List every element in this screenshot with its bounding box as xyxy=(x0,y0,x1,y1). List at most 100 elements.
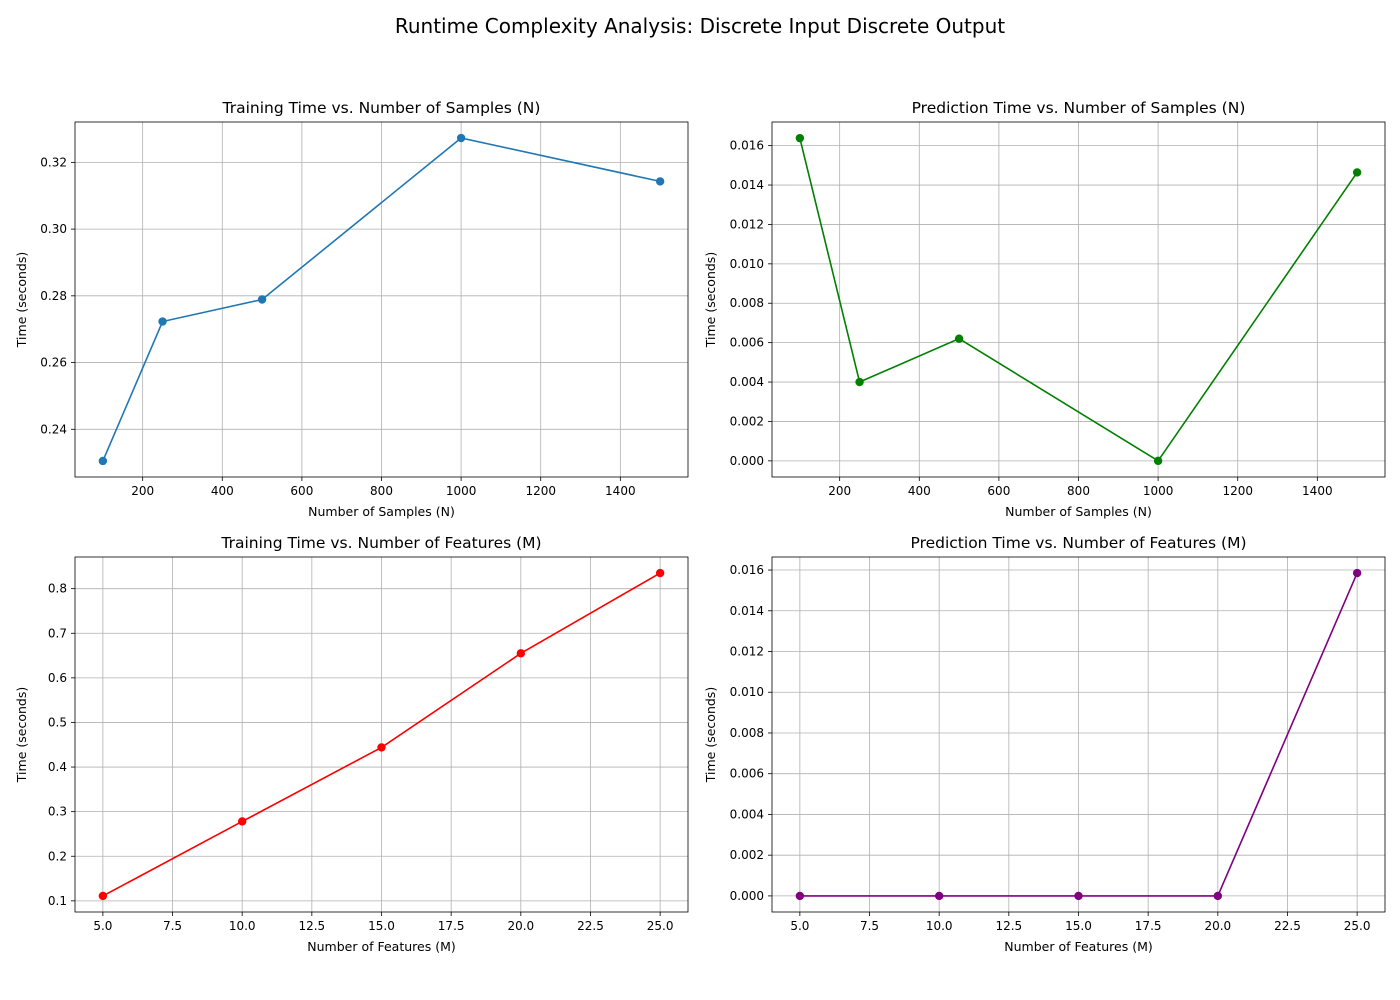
x-tick-label: 15.0 xyxy=(1065,919,1092,933)
x-tick-label: 1200 xyxy=(525,484,556,498)
panel-training-vs-features: 5.0 7.5 10.0 12.5 15.0 17.5 20.0 22.5 25.0 0.1 0.2… xyxy=(14,534,689,954)
y-tick-label: 0.2 xyxy=(48,849,67,863)
x-tick-label: 600 xyxy=(290,484,313,498)
x-tick-label: 22.5 xyxy=(1274,919,1301,933)
x-tick-label: 25.0 xyxy=(647,919,674,933)
y-tick-label: 0.1 xyxy=(48,894,67,908)
y-tick-label: 0.010 xyxy=(730,685,764,699)
x-tick-label: 1000 xyxy=(446,484,477,498)
y-axis-label: Time (seconds) xyxy=(14,687,29,783)
y-tick-label: 0.24 xyxy=(40,422,67,436)
data-point xyxy=(1153,456,1163,466)
y-tick-label: 0.6 xyxy=(48,671,67,685)
y-tick-label: 0.3 xyxy=(48,805,67,819)
y-axis-label: Time (seconds) xyxy=(703,252,718,348)
data-point xyxy=(795,891,805,901)
x-tick-label: 800 xyxy=(370,484,393,498)
x-tick-label: 12.5 xyxy=(298,919,325,933)
data-point xyxy=(98,891,108,901)
y-tick-label: 0.4 xyxy=(48,760,67,774)
x-tick-label: 15.0 xyxy=(368,919,395,933)
x-tick-label: 22.5 xyxy=(577,919,604,933)
x-tick-label: 600 xyxy=(987,484,1010,498)
y-axis-label: Time (seconds) xyxy=(14,252,29,348)
y-tick-label: 0.002 xyxy=(730,848,764,862)
subplot-title: Prediction Time vs. Number of Features (… xyxy=(911,534,1247,552)
y-tick-label: 0.010 xyxy=(730,257,764,271)
x-axis-label: Number of Features (M) xyxy=(307,939,455,954)
x-tick-label: 12.5 xyxy=(995,919,1022,933)
panel-prediction-vs-features: 5.0 7.5 10.0 12.5 15.0 17.5 20.0 22.5 25.0 0.000 0… xyxy=(703,534,1386,954)
data-point xyxy=(456,133,466,143)
data-point xyxy=(1352,568,1362,578)
data-point xyxy=(516,649,526,658)
data-point xyxy=(158,317,167,326)
y-tick-label: 0.006 xyxy=(730,767,764,781)
data-point xyxy=(934,891,944,901)
subplot-title: Prediction Time vs. Number of Samples (N… xyxy=(912,99,1246,117)
data-point xyxy=(655,568,665,578)
panel-training-vs-samples: 200 400 600 800 1000 1200 1400 0.24 0.26 0.28 0.30… xyxy=(14,99,689,519)
y-tick-label: 0.32 xyxy=(40,155,67,169)
y-tick-label: 0.014 xyxy=(730,604,764,618)
x-tick-label: 400 xyxy=(211,484,234,498)
y-tick-label: 0.016 xyxy=(730,139,764,153)
figure-title: Runtime Complexity Analysis: Discrete In… xyxy=(394,14,1006,38)
x-tick-label: 7.5 xyxy=(163,919,182,933)
y-tick-label: 0.002 xyxy=(730,414,764,428)
data-point xyxy=(98,456,108,466)
data-point xyxy=(655,177,665,186)
x-tick-label: 10.0 xyxy=(926,919,953,933)
y-tick-label: 0.8 xyxy=(48,582,67,596)
x-tick-label: 20.0 xyxy=(507,919,534,933)
y-tick-label: 0.004 xyxy=(730,807,764,821)
x-tick-label: 1000 xyxy=(1143,484,1174,498)
x-tick-label: 800 xyxy=(1067,484,1090,498)
y-tick-label: 0.012 xyxy=(730,645,764,659)
data-point xyxy=(237,817,247,826)
data-point xyxy=(1352,168,1362,177)
data-point xyxy=(855,377,864,387)
x-axis-label: Number of Features (M) xyxy=(1004,939,1152,954)
x-tick-label: 25.0 xyxy=(1344,919,1371,933)
y-tick-label: 0.014 xyxy=(730,178,764,192)
y-axis-label: Time (seconds) xyxy=(703,687,718,783)
x-tick-label: 17.5 xyxy=(1135,919,1162,933)
x-tick-label: 200 xyxy=(131,484,154,498)
y-tick-label: 0.004 xyxy=(730,375,764,389)
y-tick-label: 0.7 xyxy=(48,626,67,640)
subplot-title: Training Time vs. Number of Samples (N) xyxy=(222,99,541,117)
panel-prediction-vs-samples: 200 400 600 800 1000 1200 1400 0.000 0.002 0.004 0… xyxy=(703,99,1386,519)
subplot-title: Training Time vs. Number of Features (M) xyxy=(220,534,541,552)
y-tick-label: 0.008 xyxy=(730,296,764,310)
y-tick-label: 0.000 xyxy=(730,454,764,468)
y-tick-label: 0.30 xyxy=(40,222,67,236)
y-tick-label: 0.012 xyxy=(730,217,764,231)
x-tick-label: 17.5 xyxy=(438,919,465,933)
x-axis-label: Number of Samples (N) xyxy=(308,504,455,519)
data-point xyxy=(257,295,267,304)
y-tick-label: 0.28 xyxy=(40,289,67,303)
x-tick-label: 5.0 xyxy=(790,919,809,933)
y-tick-label: 0.000 xyxy=(730,889,764,903)
y-tick-label: 0.016 xyxy=(730,563,764,577)
data-point xyxy=(1074,891,1083,901)
y-tick-label: 0.008 xyxy=(730,726,764,740)
y-tick-label: 0.006 xyxy=(730,336,764,350)
x-tick-label: 5.0 xyxy=(93,919,112,933)
x-tick-label: 20.0 xyxy=(1204,919,1231,933)
x-tick-label: 7.5 xyxy=(860,919,879,933)
x-tick-label: 200 xyxy=(828,484,851,498)
data-point xyxy=(954,334,964,343)
data-point xyxy=(1213,891,1223,901)
data-point xyxy=(377,743,386,752)
x-axis-label: Number of Samples (N) xyxy=(1005,504,1152,519)
x-tick-label: 400 xyxy=(908,484,931,498)
x-tick-label: 10.0 xyxy=(229,919,256,933)
x-tick-label: 1200 xyxy=(1222,484,1253,498)
y-tick-label: 0.26 xyxy=(40,356,67,370)
data-point xyxy=(795,133,805,143)
x-tick-label: 1400 xyxy=(1302,484,1333,498)
x-tick-label: 1400 xyxy=(605,484,636,498)
